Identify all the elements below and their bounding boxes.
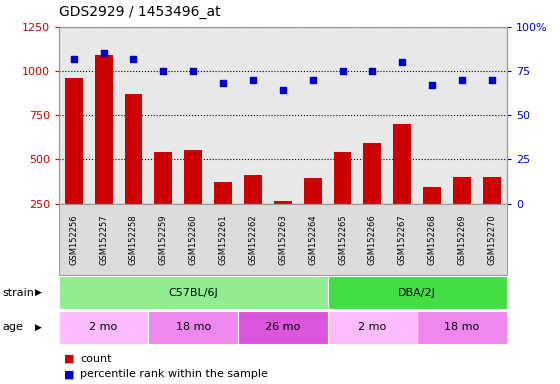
Point <box>218 80 227 86</box>
Point <box>159 68 168 74</box>
Text: strain: strain <box>3 288 35 298</box>
Text: GSM152268: GSM152268 <box>428 214 437 265</box>
Bar <box>155 152 172 248</box>
Text: GSM152257: GSM152257 <box>99 214 108 265</box>
Point <box>249 77 258 83</box>
Text: GSM152266: GSM152266 <box>368 214 377 265</box>
Point <box>308 77 317 83</box>
Text: ▶: ▶ <box>35 323 41 332</box>
Text: GSM152259: GSM152259 <box>159 214 168 265</box>
Point <box>458 77 466 83</box>
Text: GSM152269: GSM152269 <box>458 214 466 265</box>
Text: count: count <box>80 354 111 364</box>
Bar <box>274 201 292 248</box>
Bar <box>304 178 321 248</box>
Bar <box>393 124 411 248</box>
Text: GSM152264: GSM152264 <box>308 214 317 265</box>
Bar <box>363 144 381 248</box>
Bar <box>95 55 113 248</box>
Bar <box>483 177 501 248</box>
Text: GSM152267: GSM152267 <box>398 214 407 265</box>
Bar <box>244 175 262 248</box>
Text: 18 mo: 18 mo <box>176 322 211 333</box>
Text: ■: ■ <box>64 369 75 379</box>
Bar <box>214 182 232 248</box>
Point <box>368 68 377 74</box>
Point <box>428 82 437 88</box>
Text: GSM152258: GSM152258 <box>129 214 138 265</box>
Text: ■: ■ <box>64 354 75 364</box>
Text: GSM152263: GSM152263 <box>278 214 287 265</box>
Text: GSM152270: GSM152270 <box>487 214 496 265</box>
Text: GSM152265: GSM152265 <box>338 214 347 265</box>
Bar <box>184 150 202 248</box>
Text: GSM152261: GSM152261 <box>218 214 227 265</box>
Point <box>189 68 198 74</box>
Bar <box>124 94 142 248</box>
Point <box>99 50 108 56</box>
Text: age: age <box>3 322 24 333</box>
Text: percentile rank within the sample: percentile rank within the sample <box>80 369 268 379</box>
Text: ▶: ▶ <box>35 288 41 297</box>
Text: GSM152260: GSM152260 <box>189 214 198 265</box>
Text: GSM152256: GSM152256 <box>69 214 78 265</box>
Bar <box>65 78 83 248</box>
Text: 18 mo: 18 mo <box>445 322 479 333</box>
Point <box>338 68 347 74</box>
Point <box>398 59 407 65</box>
Bar <box>423 187 441 248</box>
Text: C57BL/6J: C57BL/6J <box>169 288 218 298</box>
Text: GSM152262: GSM152262 <box>249 214 258 265</box>
Point <box>129 56 138 62</box>
Text: DBA/2J: DBA/2J <box>398 288 436 298</box>
Point <box>487 77 496 83</box>
Point <box>278 88 287 94</box>
Text: 2 mo: 2 mo <box>90 322 118 333</box>
Bar <box>453 177 471 248</box>
Bar <box>334 152 352 248</box>
Text: 26 mo: 26 mo <box>265 322 300 333</box>
Point <box>69 56 78 62</box>
Text: GDS2929 / 1453496_at: GDS2929 / 1453496_at <box>59 5 221 19</box>
Text: 2 mo: 2 mo <box>358 322 386 333</box>
